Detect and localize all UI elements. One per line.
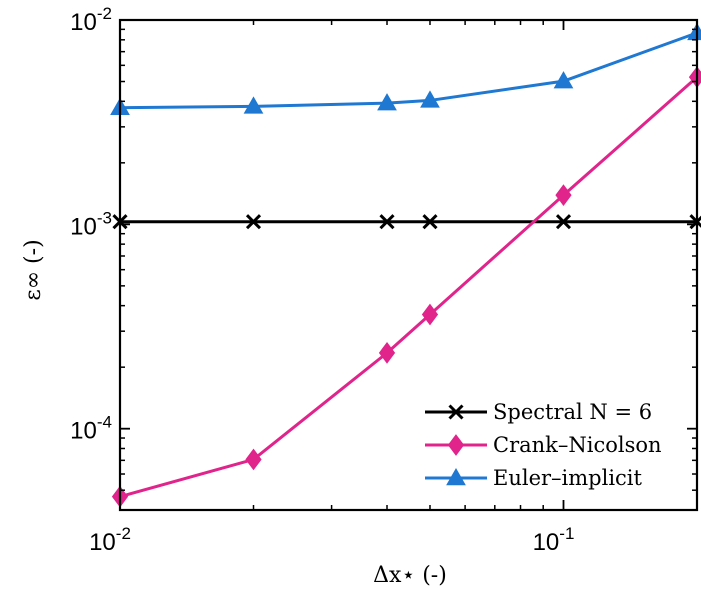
y-tick-label: 10-3 xyxy=(70,208,112,240)
tick-labels: 10-2 10-1 10-4 10-3 10-2 xyxy=(70,4,574,556)
marker-stroke xyxy=(245,214,262,230)
data-point xyxy=(553,71,574,89)
legend-label: Crank–Nicolson xyxy=(493,433,662,457)
marker-stroke xyxy=(379,214,395,230)
series-layer xyxy=(110,22,701,508)
legend-marker xyxy=(448,404,464,420)
data-point xyxy=(555,214,572,230)
legend-marker xyxy=(446,467,466,486)
marker-stroke xyxy=(448,404,464,420)
data-point xyxy=(245,448,262,471)
x-tick-label: 10-2 xyxy=(89,524,131,556)
data-point xyxy=(243,96,264,114)
legend: Spectral N = 6 Crank–Nicolson Euler–implic… xyxy=(425,400,662,490)
legend-label: Euler–implicit xyxy=(493,466,643,490)
y-tick-label: 10-4 xyxy=(70,413,112,445)
marker-stroke xyxy=(555,214,572,230)
x-axis-label: Δx⋆ (-) xyxy=(373,563,447,588)
axes-frame xyxy=(118,18,699,512)
y-tick-label: 10-2 xyxy=(70,4,112,36)
data-point xyxy=(420,90,440,108)
data-point xyxy=(421,303,439,326)
series-line xyxy=(119,76,698,499)
axes-box xyxy=(118,18,699,512)
series-0 xyxy=(112,214,701,230)
data-point xyxy=(378,342,396,364)
series-1 xyxy=(111,66,701,508)
data-point xyxy=(555,184,572,206)
marker-stroke xyxy=(422,214,438,230)
y-axis-label: ε∞ (-) xyxy=(21,239,46,300)
data-point xyxy=(422,214,438,230)
data-point xyxy=(245,214,262,230)
data-point xyxy=(379,214,395,230)
data-point xyxy=(377,93,397,111)
series-line xyxy=(119,31,698,110)
legend-label: Spectral N = 6 xyxy=(493,400,652,424)
x-tick-label: 10-1 xyxy=(533,524,575,556)
legend-marker xyxy=(447,434,465,456)
